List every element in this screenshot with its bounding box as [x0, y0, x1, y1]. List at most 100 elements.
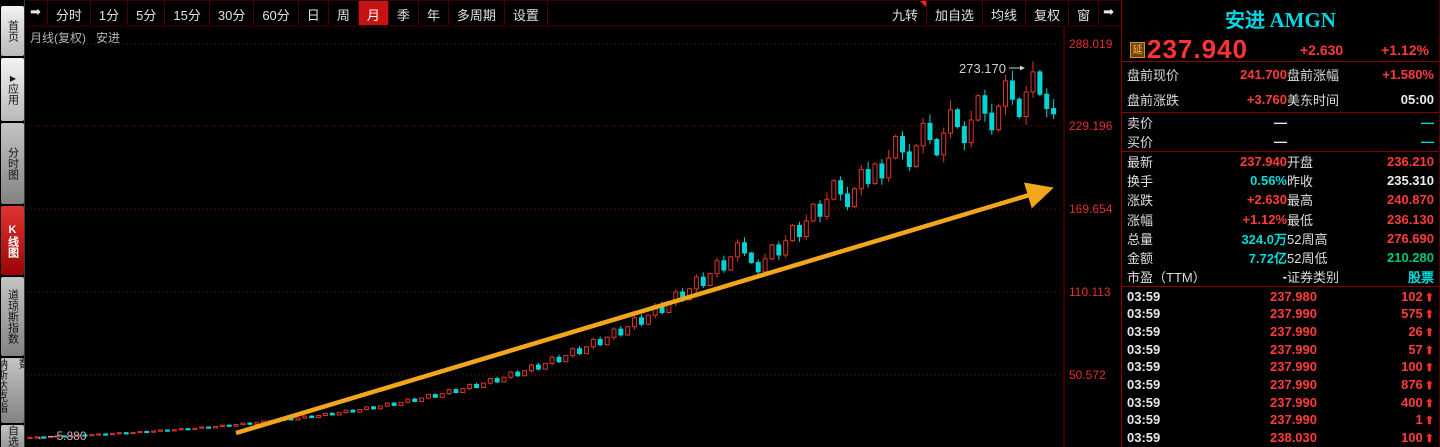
trade-row: 03:59 237.990 100 ⬆: [1122, 358, 1439, 376]
price-change: +2.630: [1299, 41, 1344, 58]
trade-volume: 100 ⬆: [1401, 430, 1434, 446]
quote-value: 237.940: [1240, 154, 1287, 170]
up-arrow-icon: ⬆: [1424, 327, 1434, 340]
play-icon: ▶: [8, 74, 18, 83]
stats-section: 最新 237.940 开盘 236.210 换手 0.56% 昨收 235.310 涨跌 +2.6…: [1122, 152, 1439, 288]
sidebar-tab-应用[interactable]: ▶ 应用: [1, 58, 24, 121]
up-arrow-icon: ⬆: [1424, 291, 1434, 304]
toolbar-button-年[interactable]: 年: [419, 1, 449, 25]
quote-row: 盘前现价 241.700 盘前涨幅 +1.580%: [1122, 62, 1439, 87]
quote-label: 最高: [1287, 193, 1314, 209]
toolbar-button-季[interactable]: 季: [389, 1, 419, 25]
quote-label: 昨收: [1287, 174, 1314, 190]
trade-volume: 57 ⬆: [1408, 341, 1434, 357]
trade-ticks-list: 03:59 237.980 102 ⬆ 03:59 237.990 575 ⬆ 03:59 237…: [1122, 287, 1439, 446]
toolbar-button-5分[interactable]: 5分: [128, 1, 166, 25]
trade-price: 237.990: [1270, 306, 1317, 322]
bid-ask-section: 卖价 — — 买价 — —: [1122, 113, 1439, 152]
svg-text:←─5.880: ←─5.880: [36, 429, 87, 443]
price-change-percent: +1.12%: [1381, 41, 1429, 58]
up-arrow-icon: ⬆: [1424, 415, 1434, 428]
quote-value: 241.700: [1240, 67, 1287, 82]
toolbar-button-设置[interactable]: 设置: [505, 1, 548, 25]
trade-price: 237.990: [1270, 359, 1317, 375]
chart-caption: 月线(复权) 安进: [30, 29, 130, 46]
toolbar-spacer: [548, 1, 884, 25]
toolbar-button-均线[interactable]: 均线: [983, 1, 1027, 25]
up-arrow-icon: ⬆: [1424, 362, 1434, 375]
new-flag-icon: [920, 1, 927, 7]
toolbar-button-周[interactable]: 周: [329, 1, 359, 25]
toolbar-button-加自选[interactable]: 加自选: [927, 1, 984, 25]
quote-value: —: [1421, 115, 1434, 130]
trade-time: 03:59: [1127, 288, 1161, 304]
toolbar-button-月[interactable]: 月: [358, 1, 389, 25]
trade-price: 237.990: [1270, 377, 1317, 393]
jump-right-icon[interactable]: ➡: [1103, 4, 1114, 19]
price-line: 延 237.940 +2.630 +1.12%: [1122, 33, 1439, 65]
quote-label: 盘前现价: [1127, 68, 1180, 83]
toolbar-button-1分[interactable]: 1分: [91, 1, 129, 25]
quote-row: 卖价 — —: [1122, 113, 1439, 132]
svg-text:50.572: 50.572: [1069, 368, 1106, 382]
sidebar-tab-纳斯达克指数[interactable]: 纳斯达克指数: [1, 358, 24, 423]
trade-volume: 400 ⬆: [1401, 394, 1434, 410]
toolbar-button-日[interactable]: 日: [299, 1, 329, 25]
quote-label: 开盘: [1287, 155, 1314, 171]
sidebar-tab-label: 应用: [6, 83, 19, 105]
chart-period-label: 月线(复权): [30, 31, 86, 45]
toolbar-button-15分[interactable]: 15分: [165, 1, 210, 25]
trade-price: 237.990: [1270, 324, 1317, 340]
quote-row: 金额 7.72亿 52周低 210.280: [1122, 248, 1439, 267]
toolbar-button-复权[interactable]: 复权: [1026, 1, 1070, 25]
quote-value: 0.56%: [1250, 173, 1287, 189]
quote-label: 证券类别: [1287, 270, 1340, 286]
quote-value: +2.630: [1246, 192, 1287, 208]
toolbar-button-60分[interactable]: 60分: [254, 1, 299, 25]
left-tab-bar: 首页 ▶ 应用 分时图 K线图 道琼斯指数 纳斯达克指数 自选股: [0, 0, 25, 447]
quote-value: 股票: [1407, 270, 1434, 286]
trade-price: 238.030: [1270, 430, 1317, 446]
sidebar-tab-首页[interactable]: 首页: [1, 6, 24, 56]
trade-row: 03:59 237.990 26 ⬆: [1122, 323, 1439, 341]
trade-time: 03:59: [1127, 306, 1161, 322]
trade-row: 03:59 237.990 1 ⬆: [1122, 411, 1439, 429]
trade-row: 03:59 237.980 102 ⬆: [1122, 287, 1439, 305]
quote-value: —: [1274, 134, 1287, 149]
quote-row: 总量 324.0万 52周高 276.690: [1122, 229, 1439, 248]
quote-label: 换手: [1127, 174, 1154, 190]
stock-ticker: AMGN: [1269, 8, 1336, 32]
trade-time: 03:59: [1127, 324, 1161, 340]
quote-value: 276.690: [1387, 230, 1434, 246]
chart-symbol-label: 安进: [96, 31, 121, 45]
sidebar-tab-分时图[interactable]: 分时图: [1, 123, 24, 204]
toolbar-button-多周期[interactable]: 多周期: [449, 1, 505, 25]
toolbar-button-窗[interactable]: 窗: [1069, 1, 1100, 25]
trade-time: 03:59: [1127, 359, 1161, 375]
trade-time: 03:59: [1127, 394, 1161, 410]
quote-value: 235.310: [1387, 173, 1434, 189]
sidebar-tab-道琼斯指数[interactable]: 道琼斯指数: [1, 277, 24, 356]
up-arrow-icon: ⬆: [1424, 380, 1434, 393]
svg-text:169.654: 169.654: [1069, 202, 1113, 216]
trade-price: 237.990: [1270, 341, 1317, 357]
trade-row: 03:59 238.030 100 ⬆: [1122, 429, 1439, 447]
up-arrow-icon: ⬆: [1424, 433, 1434, 446]
stock-title: 安进 AMGN: [1122, 0, 1439, 33]
trade-row: 03:59 237.990 876 ⬆: [1122, 376, 1439, 394]
sidebar-tab-自选股[interactable]: 自选股: [1, 425, 24, 447]
trade-volume: 26 ⬆: [1408, 324, 1434, 340]
trade-volume: 100 ⬆: [1401, 359, 1434, 375]
up-arrow-icon: ⬆: [1424, 397, 1434, 410]
toolbar-button-九转[interactable]: 九转: [884, 1, 928, 25]
toolbar-button-30分[interactable]: 30分: [210, 1, 255, 25]
quote-label: 52周高: [1287, 231, 1328, 247]
toolbar-button-分时[interactable]: 分时: [46, 1, 91, 25]
sidebar-tab-K线图[interactable]: K线图: [1, 206, 24, 275]
quote-value: 210.280: [1387, 250, 1434, 266]
quote-header: 安进 AMGN 延 237.940 +2.630 +1.12%: [1122, 0, 1439, 65]
jump-left-icon[interactable]: ➡: [30, 4, 41, 19]
sidebar-tab-label: 分时图: [6, 147, 19, 180]
